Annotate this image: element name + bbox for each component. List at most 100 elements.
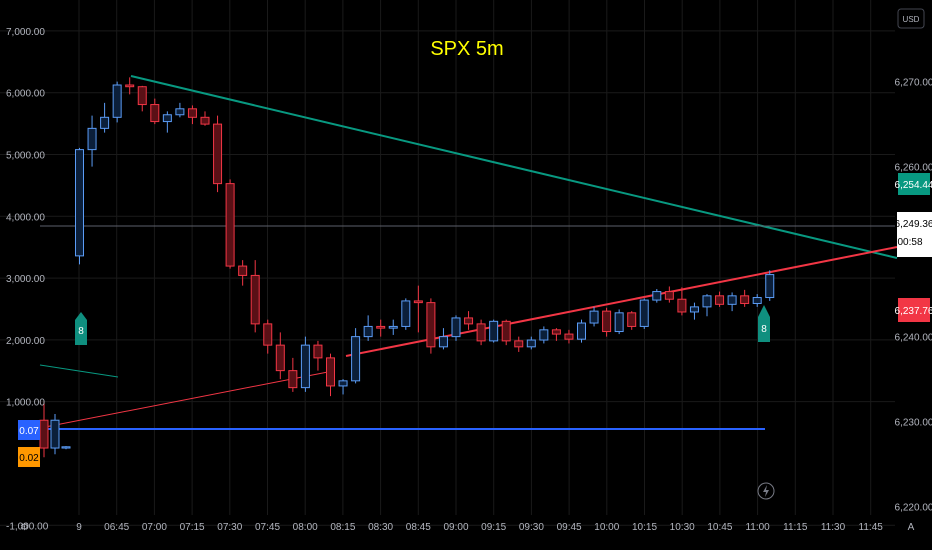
- candle-body: [200, 116, 210, 125]
- signal-marker[interactable]: 8: [75, 312, 87, 345]
- lightning-icon[interactable]: [757, 482, 775, 500]
- candle-body: [765, 274, 775, 299]
- candle-body: [150, 104, 160, 123]
- upper-trendline[interactable]: [130, 75, 898, 259]
- candle-body: [288, 370, 298, 389]
- left-pane-lower-trendline[interactable]: [39, 370, 334, 429]
- candle: [489, 319, 499, 343]
- candle-body: [614, 312, 624, 333]
- right-axis-settings-icon[interactable]: A: [908, 522, 915, 533]
- candle-body: [451, 317, 461, 338]
- right-price-axis: 6,270.00 6,260.00 6,240.00 6,230.00 6,220.00: [895, 78, 932, 514]
- time-tick-label: 09:30: [519, 522, 544, 533]
- candle-body: [514, 340, 524, 348]
- candle-body: [162, 114, 172, 123]
- candle: [263, 319, 273, 354]
- time-tick-label: 07:15: [180, 522, 205, 533]
- candle-body: [464, 317, 474, 325]
- candle: [338, 379, 348, 395]
- candle: [376, 319, 386, 337]
- candle: [125, 77, 135, 95]
- signal-marker-label: 8: [78, 326, 84, 337]
- candle: [551, 328, 561, 341]
- candle-body: [112, 84, 122, 118]
- left-price-tick-label: 3,000.00: [6, 274, 45, 285]
- candle-body: [413, 300, 423, 304]
- candle: [564, 329, 574, 344]
- candle: [526, 336, 536, 350]
- candle-body: [376, 325, 386, 329]
- left-price-tick-label: 6,000.00: [6, 89, 45, 100]
- candle: [689, 302, 699, 320]
- signal-marker-label: 8: [761, 324, 767, 335]
- time-tick-label: 09:45: [557, 522, 582, 533]
- candle-body: [388, 325, 398, 329]
- candle: [715, 291, 725, 307]
- left-price-axis: 7,000.00 6,000.00 5,000.00 4,000.00 3,000.00…: [6, 27, 49, 532]
- candle-body: [363, 325, 373, 338]
- left-price-tick-label: 2,000.00: [6, 336, 45, 347]
- left-price-tick-label: -1,000.00: [6, 521, 49, 532]
- currency-selector[interactable]: USD: [897, 8, 925, 29]
- left-tag-orange: 0.02: [18, 447, 40, 467]
- candle: [501, 319, 511, 346]
- time-tick-label: 11:15: [783, 522, 808, 533]
- candle-body: [39, 419, 49, 449]
- candle-body: [752, 297, 762, 304]
- candle: [652, 289, 662, 303]
- candle-body: [438, 336, 448, 348]
- price-tag-lower-trendline: 6,237.76: [895, 298, 932, 322]
- left-candle: [61, 446, 71, 450]
- candles: [75, 77, 775, 397]
- candle: [752, 294, 762, 307]
- time-tick-label: 09:00: [443, 522, 468, 533]
- candle: [401, 298, 411, 330]
- candle: [313, 340, 323, 371]
- left-pane-upper-trendline[interactable]: [39, 364, 119, 378]
- candle: [639, 298, 649, 329]
- candle: [539, 326, 549, 344]
- candle-body: [501, 320, 511, 342]
- time-tick-label: 08:15: [330, 522, 355, 533]
- candle-body: [137, 86, 147, 106]
- left-tag-label: 0.07: [19, 426, 39, 437]
- right-price-tick-label: 6,220.00: [895, 503, 932, 514]
- candle-body: [351, 336, 361, 382]
- left-price-tick-label: 4,000.00: [6, 212, 45, 223]
- candle-body: [50, 419, 60, 449]
- candle-body: [677, 298, 687, 313]
- candle-body: [401, 300, 411, 327]
- left-price-tick-label: 1,000.00: [6, 398, 45, 409]
- price-tag-last-price: 6,249.36 00:58: [895, 212, 932, 257]
- candle-body: [627, 312, 637, 327]
- left-tag-blue: 0.07: [18, 420, 40, 440]
- candle: [413, 285, 423, 333]
- candle: [250, 260, 260, 333]
- countdown-label: 00:58: [897, 237, 922, 248]
- candle: [740, 289, 750, 307]
- time-tick-label: 09:15: [481, 522, 506, 533]
- signal-marker[interactable]: 8: [758, 305, 770, 342]
- candle-body: [275, 344, 285, 372]
- candle-body: [602, 310, 612, 333]
- left-price-tick-label: 7,000.00: [6, 27, 45, 38]
- candle-body: [187, 108, 197, 118]
- candle-body: [652, 291, 662, 301]
- right-price-tick-label: 6,230.00: [895, 418, 932, 429]
- candle: [137, 85, 147, 112]
- time-tick-label: 07:30: [217, 522, 242, 533]
- candle: [213, 115, 223, 193]
- candle: [187, 105, 197, 125]
- currency-label: USD: [903, 15, 920, 24]
- candle-body: [175, 108, 185, 116]
- candle-body: [125, 84, 135, 88]
- time-tick-label: 11:45: [859, 522, 884, 533]
- time-tick-label: 06:45: [104, 522, 129, 533]
- candle-body: [338, 380, 348, 387]
- candle-body: [225, 183, 235, 267]
- candle: [664, 286, 674, 303]
- left-axis-settings-icon[interactable]: ⚙: [20, 522, 29, 533]
- lower-trendline[interactable]: [345, 246, 898, 357]
- candle: [614, 309, 624, 335]
